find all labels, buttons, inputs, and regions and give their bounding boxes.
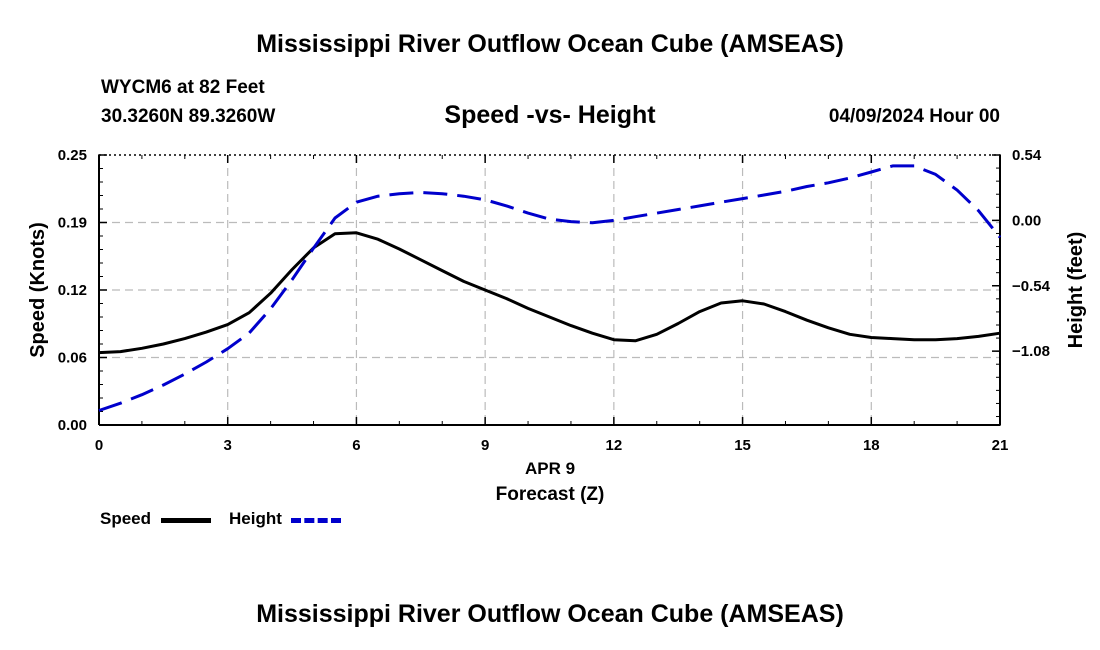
x-tick-label: 3 — [224, 437, 232, 454]
station-label: WYCM6 at 82 Feet — [101, 77, 265, 98]
x-tick-label: 18 — [863, 437, 880, 454]
legend-height-swatch — [291, 518, 341, 523]
chart-title: Mississippi River Outflow Ocean Cube (AM… — [256, 30, 844, 58]
x-axis-label: Forecast (Z) — [496, 484, 605, 505]
y-tick-label: 0.25 — [58, 147, 87, 164]
y-axis-label: Speed (Knots) — [27, 222, 49, 358]
x-tick-label: 0 — [95, 437, 103, 454]
datetime-label: 04/09/2024 Hour 00 — [828, 106, 1000, 127]
height-series-line — [98, 164, 1002, 412]
tick-labels: 0 3 6 9 12 15 18 21 0.00 0.06 0.12 0.19 0.25 0.54 0.00… — [58, 147, 1051, 454]
series-lines — [98, 164, 1002, 412]
legend-speed-label: Speed — [100, 509, 152, 528]
x-tick-label: 6 — [352, 437, 360, 454]
y-tick-label: 0.00 — [58, 417, 87, 434]
axis-ticks — [98, 154, 1001, 426]
coordinates-label: 30.3260N 89.3260W — [101, 106, 276, 127]
x-axis-sublabel: APR 9 — [525, 459, 575, 478]
x-tick-label: 15 — [734, 437, 751, 454]
y2-tick-label: 0.00 — [1012, 212, 1041, 229]
y2-axis-label: Height (feet) — [1065, 232, 1087, 349]
footer-title: Mississippi River Outflow Ocean Cube (AM… — [256, 600, 844, 628]
x-tick-label: 12 — [606, 437, 623, 454]
chart-subtitle: Speed -vs- Height — [444, 101, 656, 129]
y2-tick-label: −1.08 — [1012, 343, 1050, 360]
grid-lines — [99, 155, 1000, 425]
y-tick-label: 0.19 — [58, 215, 87, 232]
y-tick-label: 0.12 — [58, 282, 87, 299]
y2-tick-label: −0.54 — [1012, 278, 1051, 295]
y2-tick-label: 0.54 — [1012, 147, 1042, 164]
legend-height-label: Height — [229, 509, 282, 528]
speed-series-line — [98, 231, 1001, 355]
legend-speed-swatch — [161, 518, 211, 523]
x-tick-label: 9 — [481, 437, 489, 454]
x-tick-label: 21 — [992, 437, 1009, 454]
y-tick-label: 0.06 — [58, 350, 87, 367]
